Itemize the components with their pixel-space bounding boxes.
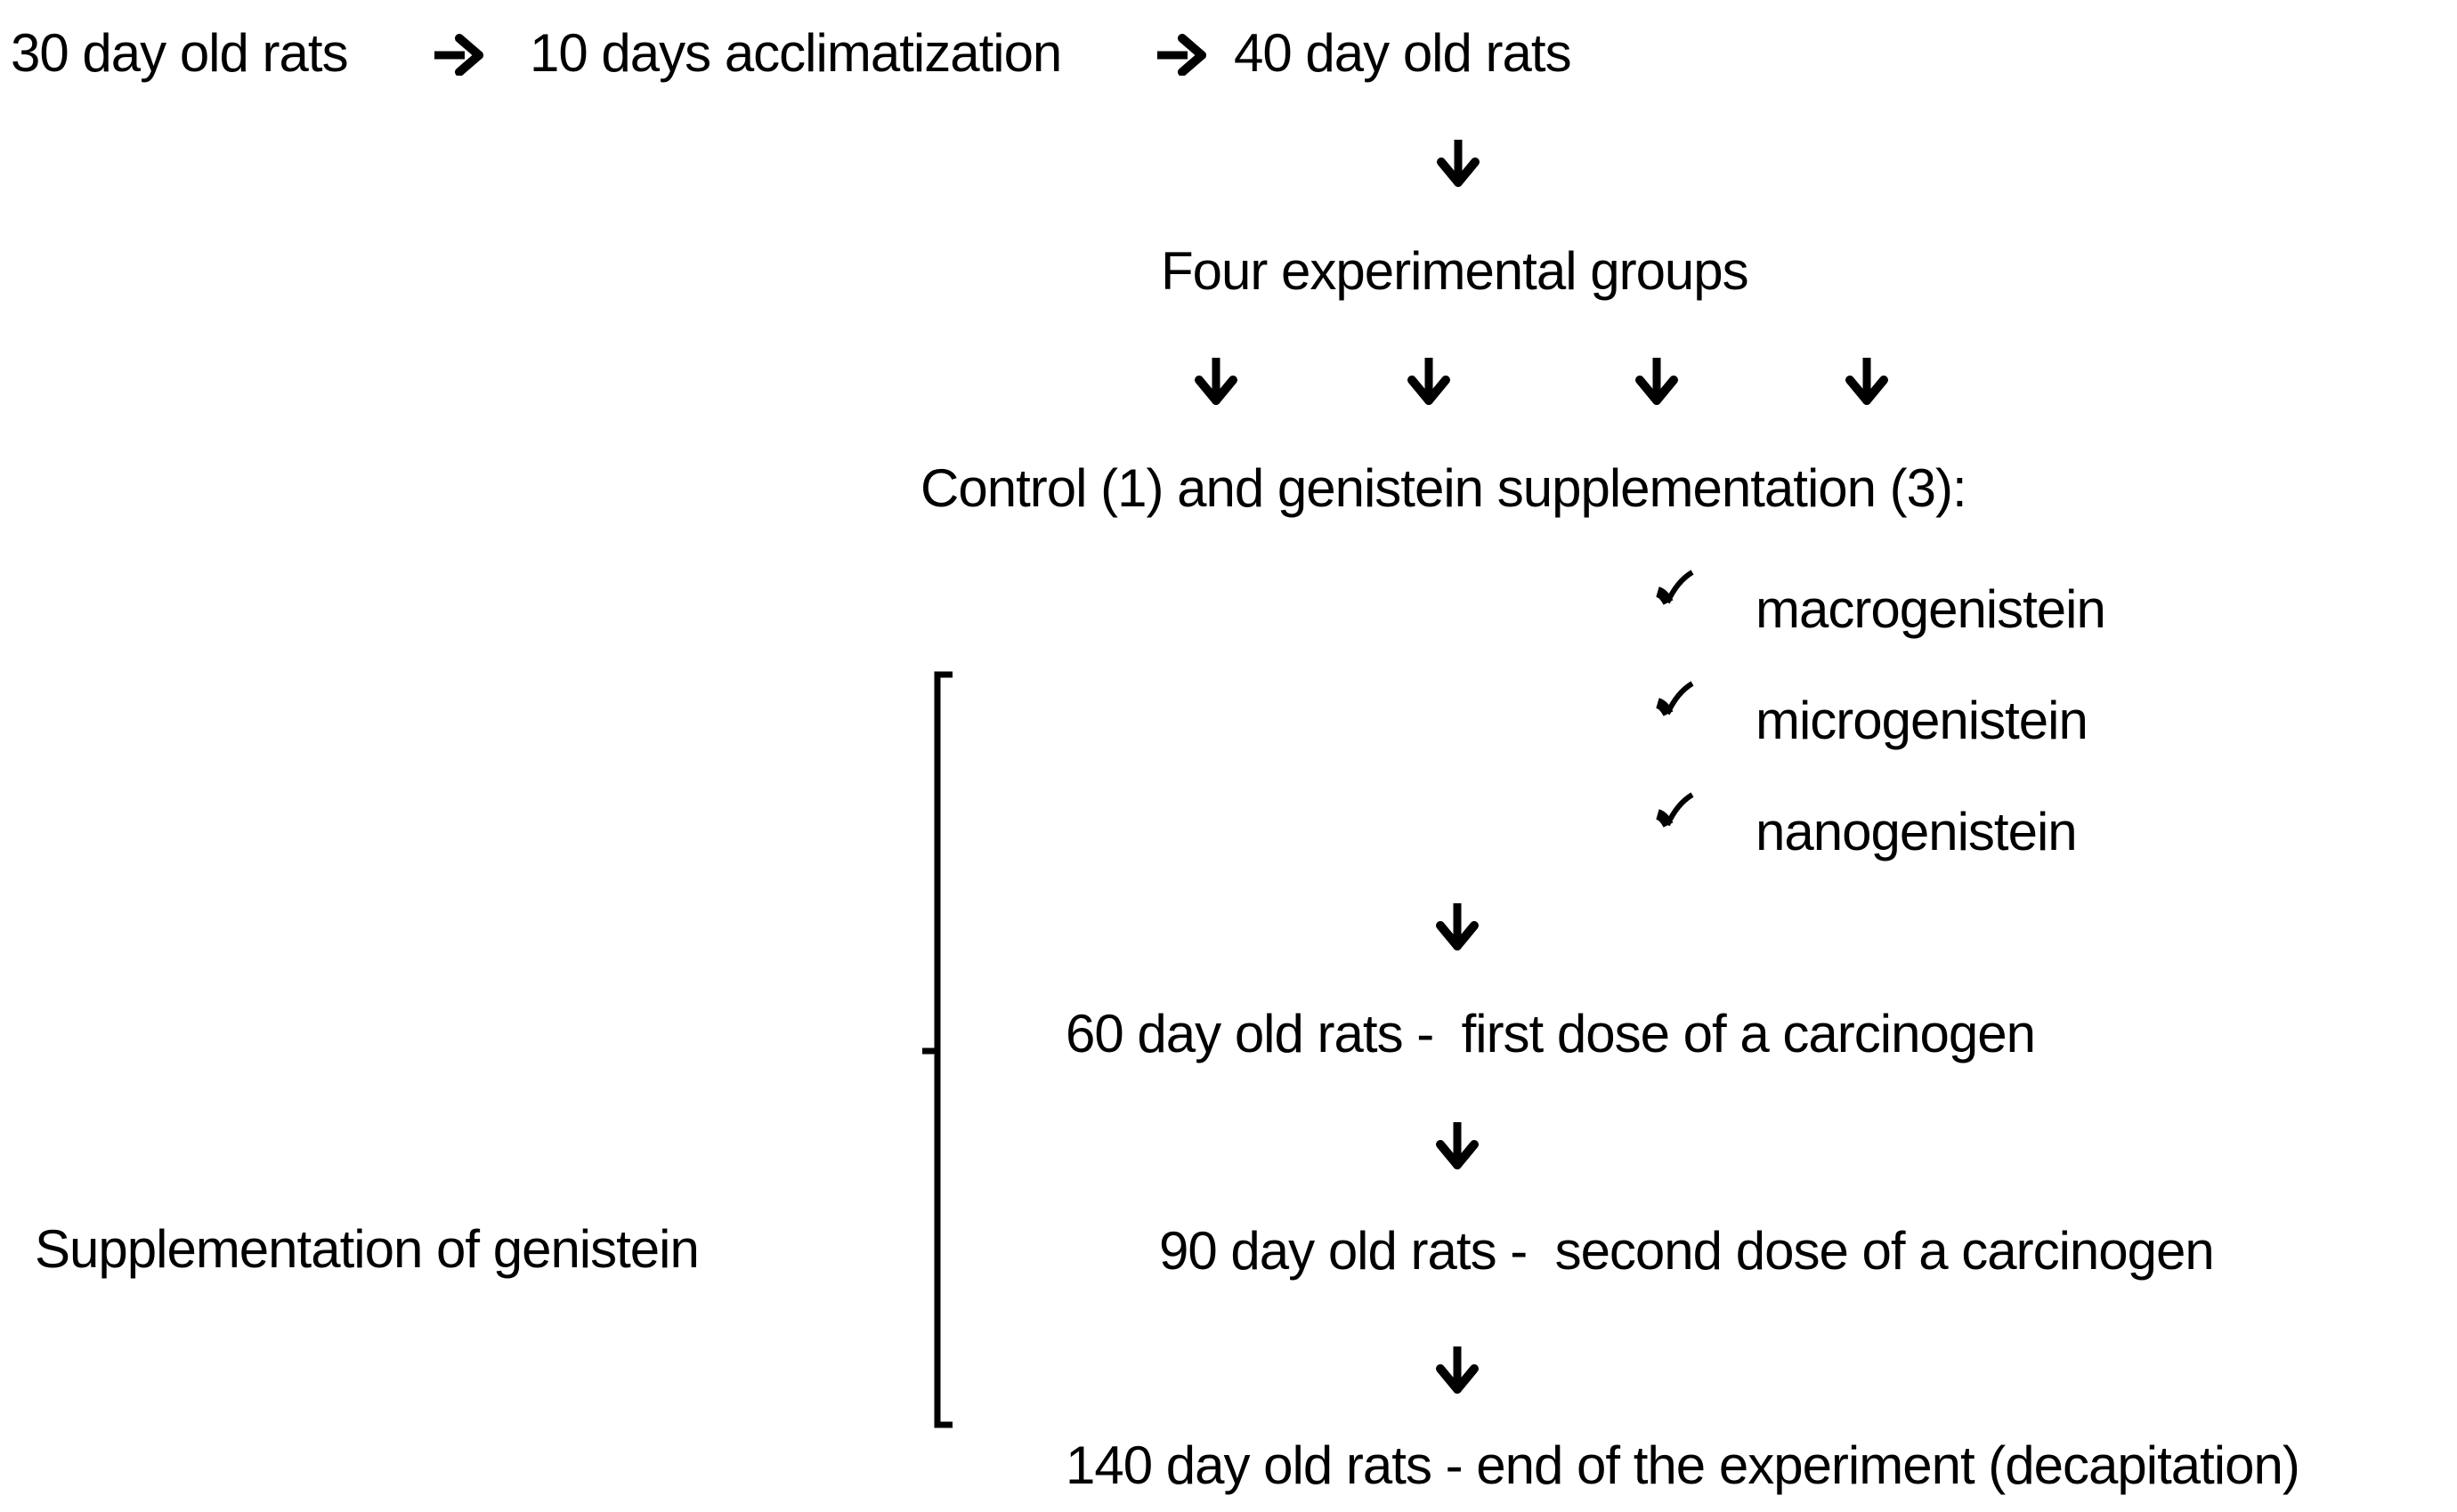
down-arrow-icon (1435, 901, 1480, 950)
stage-140-label: 140 day old rats - end of the experiment… (1066, 1435, 2300, 1495)
supplementation-side-label: Supplementation of genistein (35, 1219, 700, 1279)
list-item-label: nanogenistein (1756, 802, 2078, 861)
down-arrow-icon (1194, 355, 1238, 405)
timeline-start-label: 30 day old rats (11, 23, 349, 83)
right-arrow-icon (432, 33, 483, 76)
left-bracket (917, 667, 960, 1435)
down-arrow-icon (1845, 355, 1889, 405)
list-item-label: macrogenistein (1756, 579, 2106, 639)
timeline-end-label: 40 day old rats (1234, 23, 1572, 83)
checkmark-icon (1652, 570, 1695, 609)
checkmark-icon (1652, 792, 1695, 831)
groups-description: Control (1) and genistein supplementatio… (920, 458, 1967, 518)
down-arrow-icon (1634, 355, 1679, 405)
stage-90-label: 90 day old rats - second dose of a carci… (1159, 1221, 2215, 1281)
down-arrow-icon (1435, 1120, 1480, 1169)
stage-60-label: 60 day old rats - first dose of a carcin… (1066, 1004, 2036, 1063)
timeline-middle-label: 10 days acclimatization (530, 23, 1062, 83)
down-arrow-icon (1435, 1344, 1480, 1394)
groups-heading: Four experimental groups (1161, 241, 1749, 301)
down-arrow-icon (1436, 137, 1480, 187)
down-arrow-icon (1407, 355, 1451, 405)
list-item-label: microgenistein (1756, 691, 2088, 750)
checkmark-icon (1652, 681, 1695, 720)
right-arrow-icon (1155, 33, 1206, 76)
